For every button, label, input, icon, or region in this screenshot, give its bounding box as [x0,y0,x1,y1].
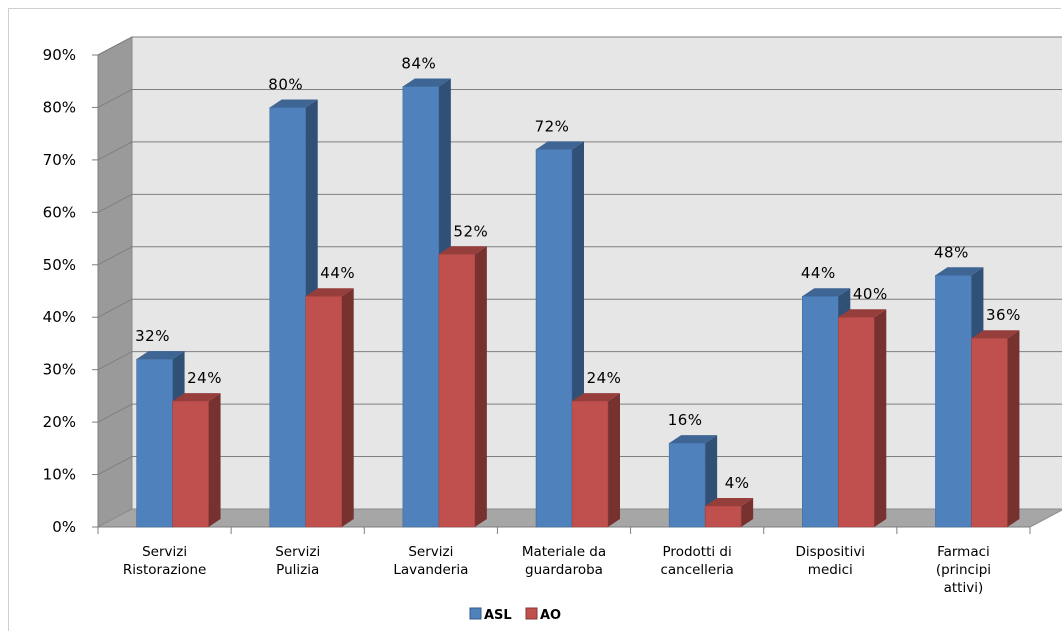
bar-top [402,78,451,87]
bar-side [474,246,487,528]
bar-top [572,393,620,402]
bar-front [838,316,875,528]
gridline [97,298,1062,318]
gridline [97,351,1062,371]
legend-swatch-asl [469,607,482,620]
bar-top [971,330,1020,339]
bar-front [971,337,1008,528]
bar-side [741,498,754,527]
bar-top [935,267,984,276]
y-tick-label: 50% [43,256,76,274]
bar-front [704,505,742,528]
data-label-asl: 84% [401,54,436,72]
y-tick-label: 0% [52,518,76,536]
bar-front [571,400,609,528]
legend-label-ao: AO [540,608,561,623]
bar-ao-6 [838,309,887,528]
chart-frame [8,8,1061,631]
y-tick-label: 20% [43,413,76,431]
bar-top [269,99,318,108]
data-label-asl: 48% [934,243,969,261]
data-label-ao: 40% [853,285,888,303]
gridline [97,141,1062,161]
legend-swatch-ao [525,607,538,620]
bar-front [402,86,440,528]
data-label-ao: 44% [320,264,355,282]
bar-front [269,107,306,528]
y-tick-label: 80% [43,98,76,116]
y-tick-label: 60% [43,203,76,221]
data-label-ao: 52% [453,222,488,240]
data-label-asl: 16% [668,411,703,429]
data-label-ao: 24% [187,369,222,387]
bar-ao-4 [571,393,620,528]
data-label-asl: 44% [801,264,836,282]
bar-front [172,400,209,528]
bar-top [669,435,718,444]
y-tick-label: 30% [43,361,76,379]
bar-front [935,275,972,528]
gridline [97,403,1062,423]
bar-side [341,288,354,527]
bar-ao-7 [971,330,1020,528]
bar-top [172,393,221,402]
data-label-ao: 4% [725,474,750,492]
bar-ao-1 [172,393,221,528]
x-tick-label: Materiale da guardaroba [522,544,606,578]
y-tick-label: 40% [43,308,76,326]
y-tick-label: 70% [43,151,76,169]
x-tick-label: Servizi Lavanderia [393,544,468,578]
gridline [97,246,1062,266]
bar-top [305,288,354,297]
bar-front [535,149,573,528]
bar-top [536,141,584,150]
gridline [97,88,1062,108]
bar-top [136,351,185,360]
data-label-asl: 32% [135,327,170,345]
bar-front [305,295,342,528]
gridline [97,456,1062,475]
bar-front [668,442,706,528]
bar-front [438,254,476,528]
y-tick-label: 10% [43,466,76,484]
x-tick-label: Dispositivi medici [795,544,865,578]
x-tick-label: Servizi Ristorazione [123,544,207,578]
gridline [97,36,1062,56]
gridline [97,193,1062,213]
x-tick-label: Farmaci (principi attivi) [936,544,991,596]
bar-front [136,358,173,528]
bar-top [705,498,754,507]
x-tick-label: Servizi Pulizia [275,544,320,578]
legend-label-asl: ASL [484,608,512,623]
bar-ao-3 [438,246,487,528]
bar-side [1007,330,1020,527]
bar-side [608,393,620,527]
bar-top [838,309,887,318]
data-label-asl: 80% [268,75,303,93]
bar-ao-2 [305,288,354,528]
y-tick-label: 90% [43,46,76,64]
bar-ao-5 [704,498,754,528]
x-tick-label: Prodotti di cancelleria [660,544,733,578]
legend: ASL AO [469,607,561,623]
data-label-asl: 72% [535,117,570,135]
bar-top [438,246,487,255]
side-wall [97,36,133,528]
data-label-ao: 24% [587,369,622,387]
bar-top [802,288,851,297]
bar-side [874,309,887,527]
bar-side [208,393,221,527]
data-label-ao: 36% [986,306,1021,324]
bar-front [802,295,839,528]
